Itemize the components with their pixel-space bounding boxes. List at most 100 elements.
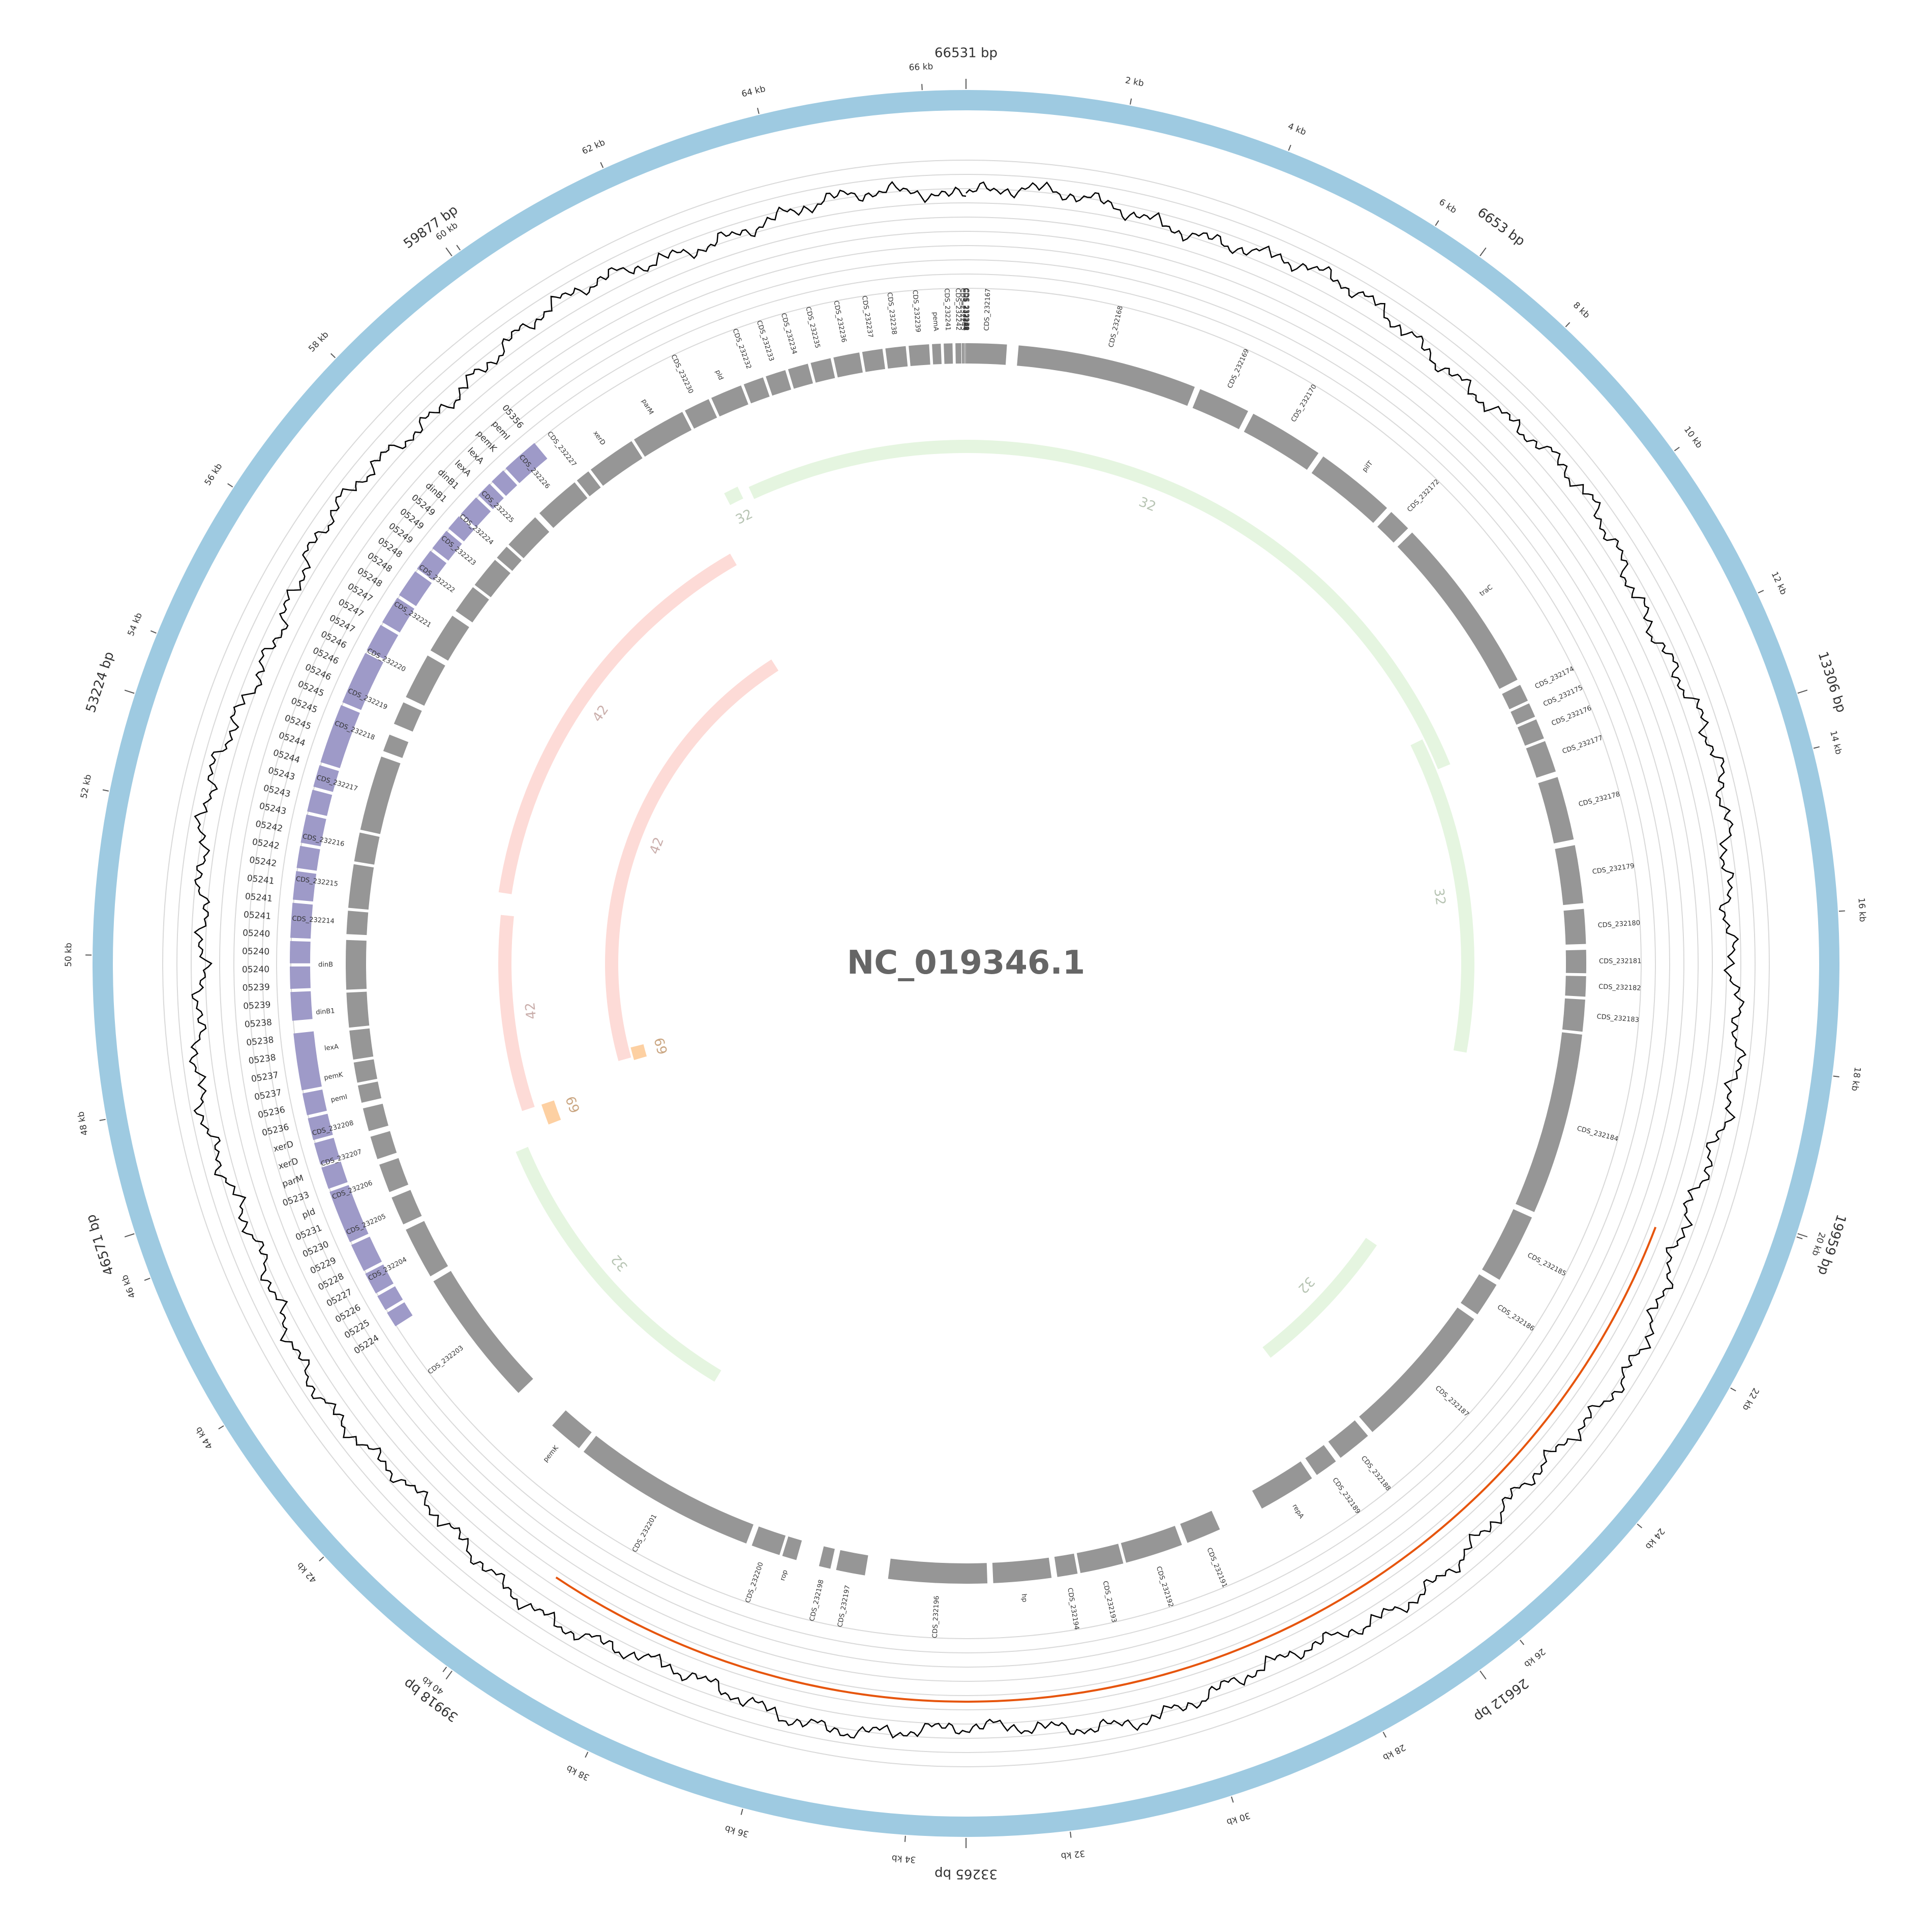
cds-feature	[711, 385, 748, 417]
forward-feature	[399, 571, 432, 607]
cds-feature	[1565, 950, 1586, 974]
gc-low-region	[555, 1226, 1657, 1703]
forward-feature	[290, 902, 313, 939]
forward-feature-label: pld	[300, 1206, 317, 1221]
cds-label: CDS_232201	[631, 1513, 658, 1554]
forward-feature-label: 05241	[245, 891, 273, 904]
forward-feature	[290, 941, 311, 963]
cds-label: CDS_232216	[302, 833, 345, 848]
forward-feature	[382, 597, 415, 632]
cds-feature	[1397, 532, 1518, 689]
repeat-link-arc	[541, 1100, 561, 1125]
cds-label: pemK	[323, 1071, 344, 1082]
cds-feature	[743, 377, 770, 404]
kb-tick	[1070, 1831, 1072, 1838]
cds-feature	[833, 352, 863, 378]
kb-tick-label: 66 kb	[909, 62, 933, 73]
cds-label: CDS_232247	[962, 288, 970, 330]
kb-tick	[227, 483, 233, 488]
cds-feature	[1054, 1553, 1078, 1577]
cds-label: rop	[779, 1569, 789, 1582]
forward-feature	[293, 1031, 322, 1091]
cds-label: CDS_232239	[911, 290, 921, 333]
forward-feature-label: 05226	[334, 1303, 363, 1325]
cds-label: CDS_232246	[962, 288, 970, 330]
cds-label: CDS_232192	[1155, 1565, 1175, 1608]
cds-label: pilT	[1361, 460, 1374, 474]
cds-feature	[383, 734, 409, 758]
cds-feature	[888, 1558, 988, 1584]
kb-tick-label: 2 kb	[1124, 75, 1144, 89]
kb-tick	[150, 630, 157, 634]
forward-feature	[321, 1161, 348, 1189]
repeat-link-label: 69	[563, 1094, 583, 1114]
cds-feature	[590, 441, 643, 486]
cds-feature	[577, 471, 601, 497]
cds-feature	[992, 1557, 1052, 1583]
cds-label: CDS_232200	[744, 1561, 765, 1604]
cds-label: CDS_232177	[1561, 734, 1604, 756]
genome-title: NC_019346.1	[847, 944, 1085, 982]
cds-label: pemK	[542, 1444, 560, 1464]
cds-feature	[862, 349, 886, 372]
cds-label: CDS_232189	[1331, 1476, 1362, 1516]
cds-label: CDS_232185	[1526, 1252, 1567, 1278]
forward-feature	[387, 1302, 413, 1326]
major-tick	[445, 1670, 452, 1680]
forward-feature	[300, 814, 326, 847]
kb-tick	[144, 1278, 150, 1281]
kb-tick	[1129, 98, 1132, 105]
repeat-link-arc	[498, 915, 535, 1111]
kb-tick-label: 32 kb	[1061, 1848, 1086, 1861]
forward-feature	[461, 497, 491, 528]
cds-feature	[394, 702, 422, 732]
kb-tick	[757, 108, 760, 114]
cds-feature	[391, 1190, 422, 1225]
kb-tick-label: 50 kb	[64, 943, 74, 967]
cds-feature	[964, 343, 965, 364]
forward-feature-label: 05236	[257, 1105, 286, 1121]
forward-feature-label: 05243	[258, 801, 287, 817]
cds-feature	[357, 1081, 382, 1103]
cds-label: CDS_232227	[546, 430, 578, 468]
cds-feature	[1555, 845, 1584, 905]
cds-feature	[379, 1158, 409, 1192]
kb-tick-label: 30 kb	[1225, 1810, 1251, 1827]
repeat-link-arc	[748, 440, 1451, 770]
major-position-label: 66531 bp	[934, 46, 998, 61]
cds-label: CDS_232191	[1205, 1547, 1228, 1589]
kb-tick-label: 4 kb	[1286, 121, 1308, 137]
cds-feature	[508, 517, 550, 559]
cds-feature	[836, 1550, 868, 1576]
repeat-link-arc	[605, 659, 779, 1061]
forward-feature	[492, 470, 518, 496]
cds-label: CDS_232172	[1406, 478, 1441, 514]
forward-feature-label: 05239	[243, 1000, 271, 1011]
repeat-link-arc	[724, 487, 743, 505]
cds-feature	[932, 344, 942, 365]
forward-feature-label: 05243	[267, 765, 296, 782]
cds-label: CDS_232180	[1597, 919, 1640, 929]
cds-feature	[360, 756, 401, 834]
cds-label: CDS_232236	[832, 300, 848, 343]
forward-feature-label: 05238	[244, 1017, 273, 1030]
forward-feature-label: 05247	[346, 581, 375, 604]
cds-label: pemA	[931, 312, 940, 331]
forward-feature-label: 05227	[325, 1287, 354, 1309]
forward-feature	[351, 1236, 382, 1271]
cds-feature	[1305, 1445, 1336, 1475]
forward-feature	[432, 531, 462, 561]
cds-label: repA	[1290, 1503, 1305, 1520]
grid-circle	[248, 245, 1684, 1682]
cds-label: CDS_232198	[808, 1579, 826, 1622]
cds-label: dinB1	[316, 1007, 335, 1016]
repeat-link-label: 32	[1295, 1274, 1318, 1296]
cds-feature	[1121, 1526, 1182, 1563]
cds-feature	[1311, 456, 1387, 523]
kb-tick	[1813, 746, 1820, 749]
forward-feature	[313, 765, 339, 792]
cds-label: CDS_232249	[962, 288, 970, 330]
cds-label: hp	[1020, 1593, 1028, 1603]
cds-label: CDS_232186	[1496, 1304, 1535, 1333]
kb-tick-label: 56 kb	[203, 462, 225, 488]
